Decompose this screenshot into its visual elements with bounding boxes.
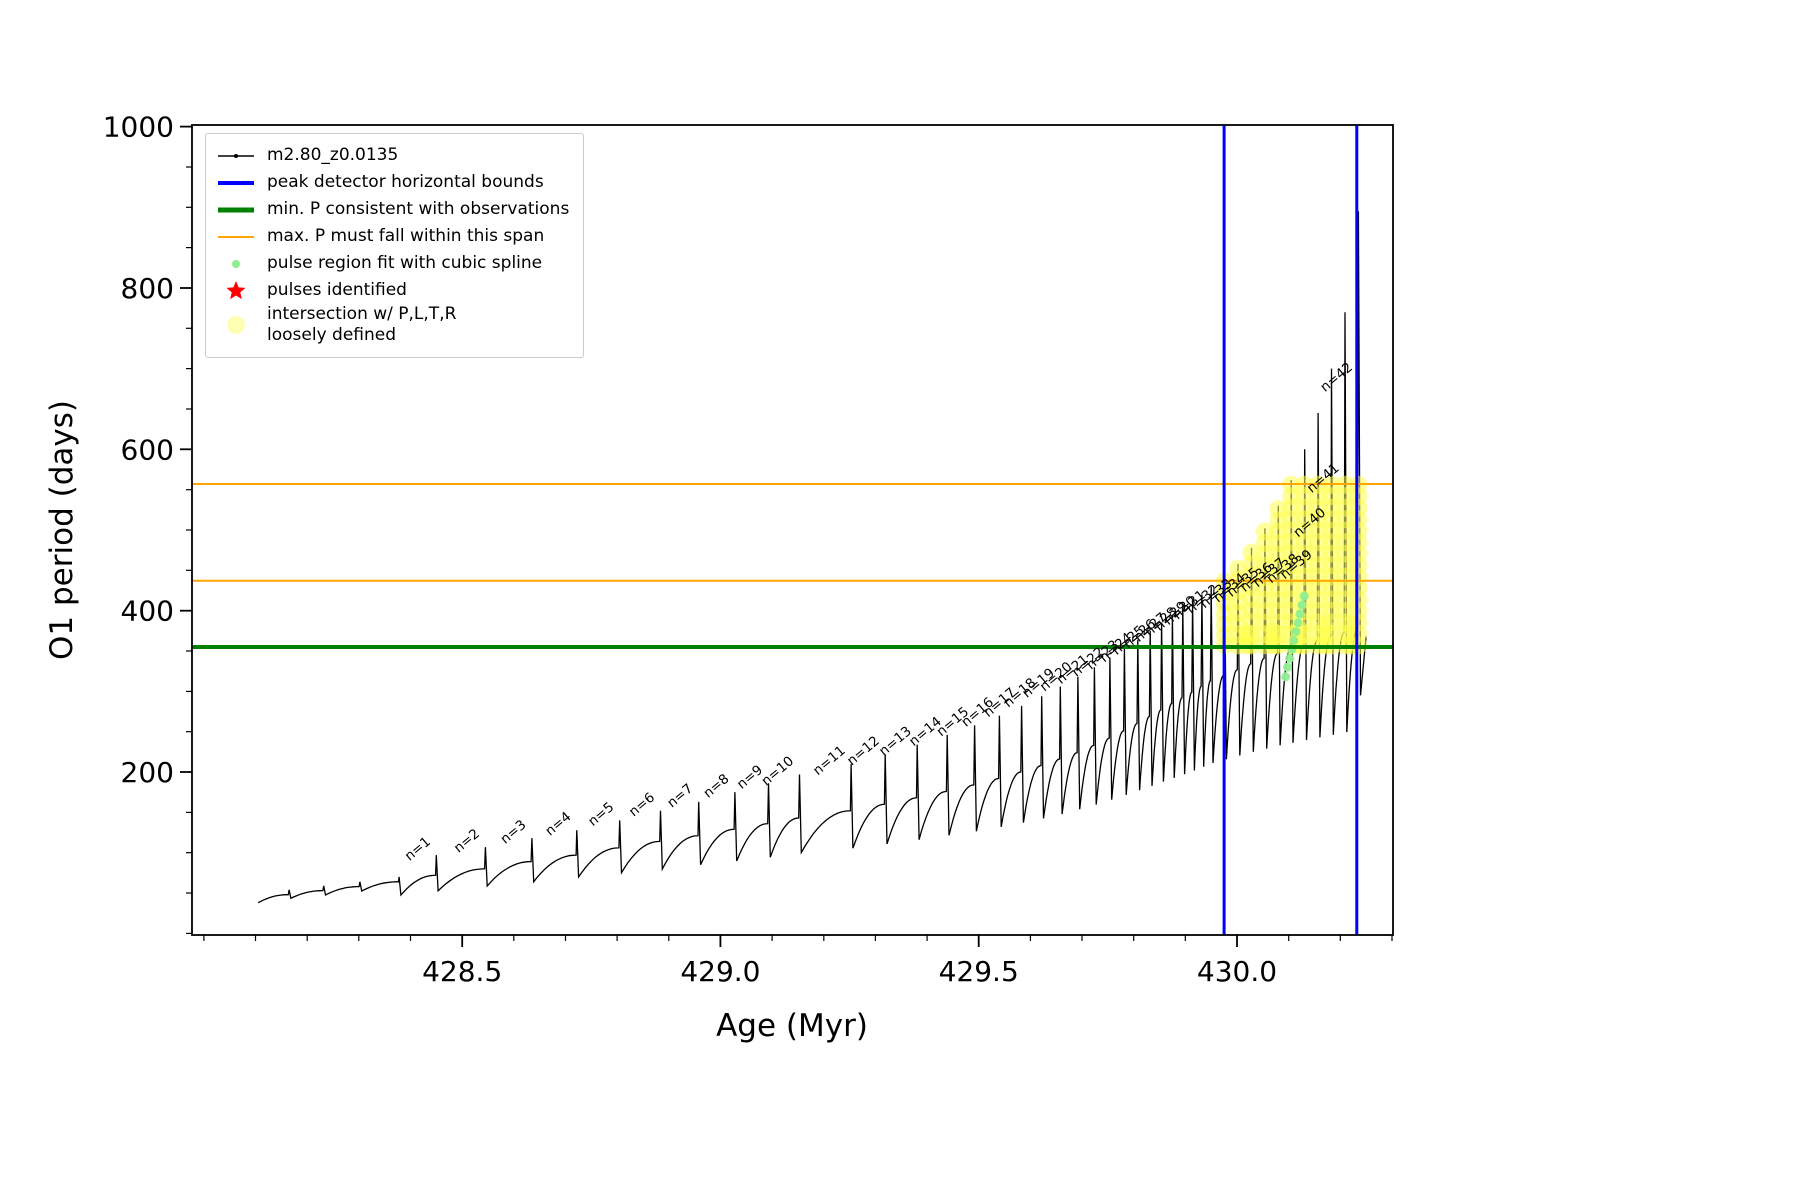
pulse-number-label: n=4 xyxy=(542,809,574,840)
series-line-icon xyxy=(216,147,256,165)
spline-fit-point xyxy=(1285,653,1295,663)
legend-item-peak-bounds: peak detector horizontal bounds xyxy=(216,169,569,196)
spline-fit-point xyxy=(1289,636,1299,645)
legend-item-pulse-region: pulse region fit with cubic spline xyxy=(216,250,569,277)
legend-item-intersection: intersection w/ P,L,T,R loosely defined xyxy=(216,304,569,347)
legend-label: intersection w/ P,L,T,R loosely defined xyxy=(267,304,457,346)
y-tick-label: 400 xyxy=(121,595,174,628)
x-axis-label: Age (Myr) xyxy=(716,1008,868,1044)
spline-fit-point xyxy=(1293,618,1303,628)
green-line-icon xyxy=(216,201,256,219)
pulse-number-label: n=6 xyxy=(626,790,658,821)
x-tick-label: 429.5 xyxy=(939,955,1019,988)
pulse-number-label: n=7 xyxy=(664,781,696,812)
pulse-number-label: n=5 xyxy=(585,799,617,830)
yellow-dot-icon xyxy=(216,313,256,337)
x-tick-label: 428.5 xyxy=(422,955,502,988)
legend-label: min. P consistent with observations xyxy=(267,198,570,219)
legend-label: m2.80_z0.0135 xyxy=(267,144,399,165)
legend-item-max-P-span: max. P must fall within this span xyxy=(216,223,569,250)
spline-fit-point xyxy=(1291,627,1301,637)
x-tick-label: 429.0 xyxy=(680,955,760,988)
intersection-point xyxy=(1255,522,1274,541)
y-axis-label: O1 period (days) xyxy=(44,400,80,660)
legend-label: max. P must fall within this span xyxy=(267,225,545,246)
y-tick-label: 800 xyxy=(121,272,174,305)
pulse-number-label: n=12 xyxy=(844,733,883,769)
legend-item-pulses-identified: pulses identified xyxy=(216,277,569,304)
pulse-number-label: n=8 xyxy=(700,771,732,802)
legend-label: pulse region fit with cubic spline xyxy=(267,252,543,273)
y-tick-label: 600 xyxy=(121,433,174,466)
spline-fit-point xyxy=(1295,609,1305,619)
red-star-icon xyxy=(216,280,256,302)
orange-line-icon xyxy=(216,228,256,246)
spline-fit-point xyxy=(1281,672,1291,682)
pulse-number-label: n=42 xyxy=(1317,359,1356,395)
pulse-number-label: n=3 xyxy=(497,817,529,848)
axes-frame xyxy=(191,124,1394,936)
spline-fit-point xyxy=(1283,662,1293,672)
spline-fit-point xyxy=(1299,591,1309,601)
legend-item-min-P: min. P consistent with observations xyxy=(216,196,569,223)
pulse-number-label: n=2 xyxy=(451,826,483,857)
legend-label: pulses identified xyxy=(267,279,407,300)
y-tick-label: 1000 xyxy=(103,111,174,144)
legend: m2.80_z0.0135 peak detector horizontal b… xyxy=(205,133,585,358)
spline-fit-point xyxy=(1297,600,1307,610)
intersection-point xyxy=(1242,543,1261,562)
green-dot-icon xyxy=(216,255,256,273)
pulse-number-label: n=10 xyxy=(758,753,797,789)
legend-label: peak detector horizontal bounds xyxy=(267,171,544,192)
x-tick-label: 430.0 xyxy=(1197,955,1277,988)
y-tick-label: 200 xyxy=(121,756,174,789)
series-curve xyxy=(257,211,1367,904)
intersection-point xyxy=(1269,500,1288,518)
legend-item-series: m2.80_z0.0135 xyxy=(216,142,569,169)
pulse-number-label: n=1 xyxy=(402,834,434,865)
blue-line-icon xyxy=(216,174,256,192)
pulse-number-label: n=11 xyxy=(810,743,849,779)
